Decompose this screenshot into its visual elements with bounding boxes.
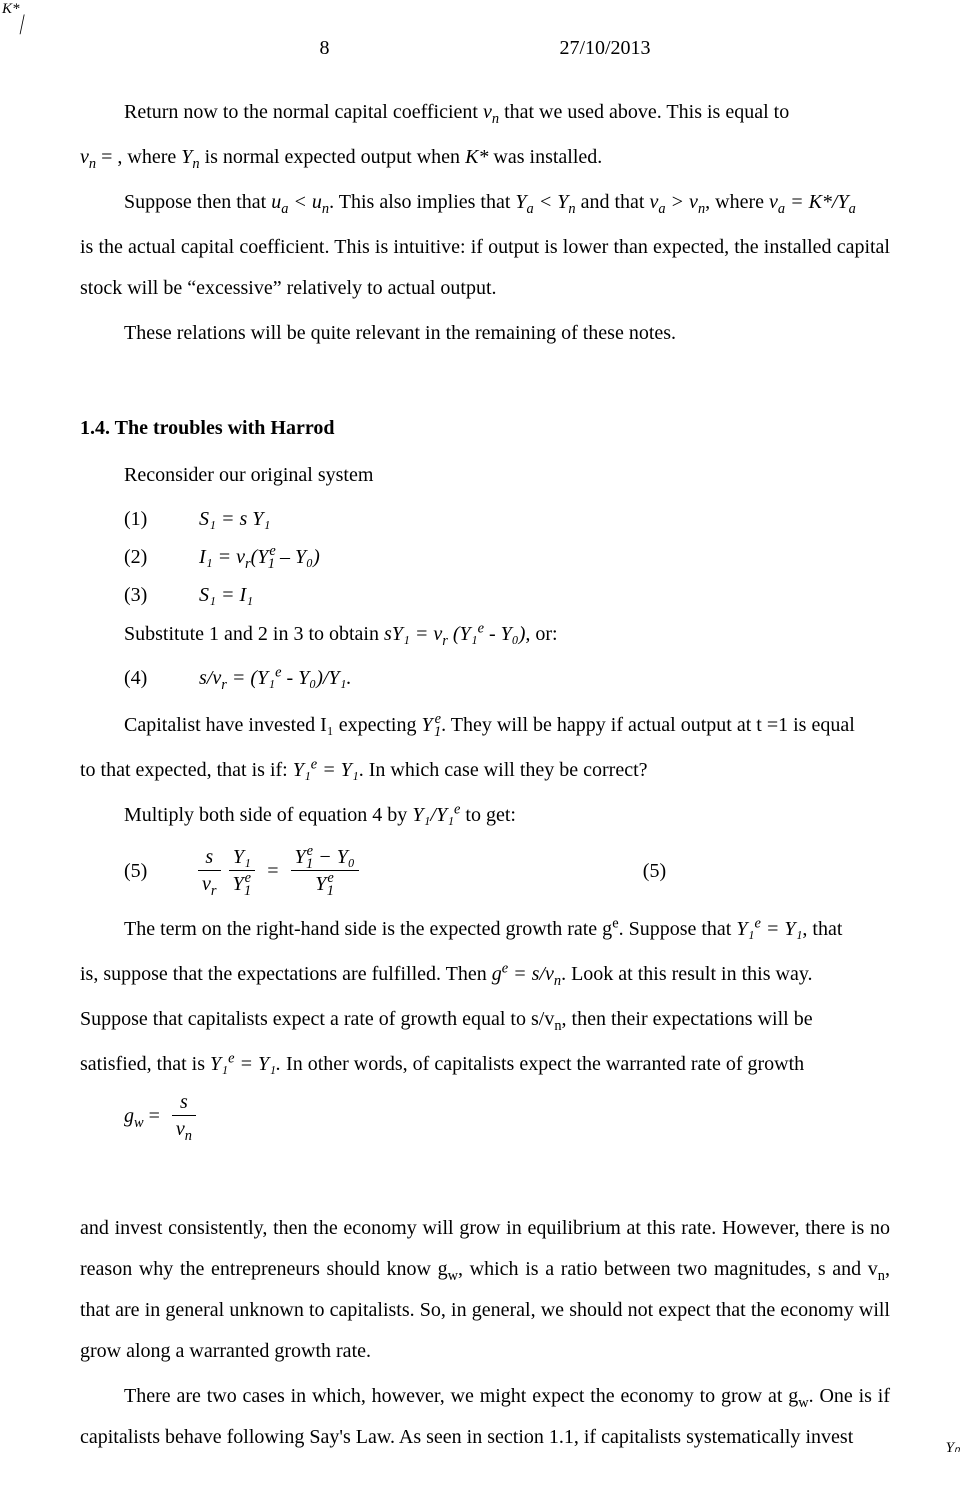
page: 8 27/10/2013 Return now to the normal ca… <box>0 0 960 1502</box>
paragraph: and invest consistently, then the econom… <box>80 1208 890 1372</box>
equation-display: gw = s vn <box>124 1091 890 1140</box>
paragraph: Suppose that capitalists expect a rate o… <box>80 999 890 1040</box>
paragraph: Return now to the normal capital coeffic… <box>80 92 890 133</box>
fraction: Y₁ Ye1 <box>229 846 256 895</box>
paragraph: is, suppose that the expectations are fu… <box>80 954 890 995</box>
section-heading: 1.4. The troubles with Harrod <box>80 408 890 449</box>
paragraph: is the actual capital coefficient. This … <box>80 227 890 309</box>
equation-display: (5) s vr Y₁ Ye1 = Ye1 − Y₀ Ye1 (5) <box>124 846 890 895</box>
equation-tag: (5) <box>643 859 666 883</box>
page-date: 27/10/2013 <box>559 36 650 60</box>
equation: (4) s/vr = (Y₁e - Y₀)/Y₁. <box>124 659 890 697</box>
page-number: 8 <box>319 36 329 60</box>
fraction: s vr <box>198 846 221 895</box>
paragraph: Reconsider our original system <box>80 455 890 496</box>
paragraph: There are two cases in which, however, w… <box>80 1376 890 1458</box>
paragraph: Multiply both side of equation 4 by Y₁/Y… <box>80 795 890 836</box>
paragraph: The term on the right-hand side is the e… <box>80 909 890 950</box>
fraction: Ye1 − Y₀ Ye1 <box>291 846 359 895</box>
paragraph: Suppose then that ua < un. This also imp… <box>80 182 890 223</box>
page-header: 8 27/10/2013 <box>80 36 890 60</box>
paragraph: satisfied, that is Y₁e = Y₁. In other wo… <box>80 1044 890 1085</box>
equation: (2) I₁ = vr(Ye1 – Y₀) <box>124 538 890 576</box>
fraction: s vn <box>172 1091 196 1140</box>
paragraph: to that expected, that is if: Y₁e = Y₁. … <box>80 750 890 791</box>
paragraph: These relations will be quite relevant i… <box>80 313 890 354</box>
equation: (3) S₁ = I₁ <box>124 576 890 614</box>
paragraph: vn = K* / Yₙ , where Yn is normal expect… <box>80 137 890 178</box>
equation: (1) S₁ = s Y₁ <box>124 500 890 538</box>
paragraph: Substitute 1 and 2 in 3 to obtain sY₁ = … <box>80 614 890 655</box>
paragraph: Capitalist have invested I₁ expecting Ye… <box>80 705 890 746</box>
